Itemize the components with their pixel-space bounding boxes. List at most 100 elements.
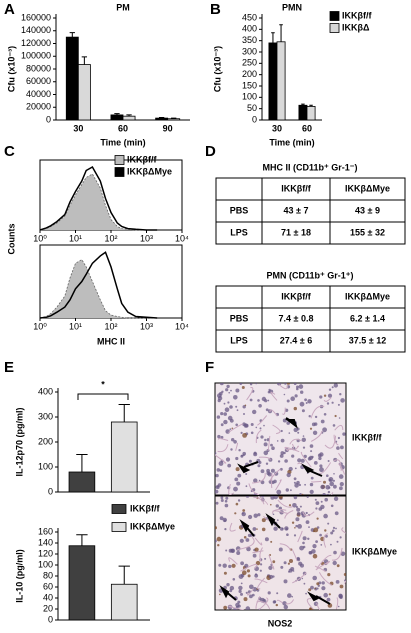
cell-nucleus — [228, 564, 232, 569]
y-axis-label: Counts — [6, 224, 16, 255]
cell-nucleus — [288, 432, 291, 434]
cell-nucleus — [324, 497, 329, 502]
cell-nucleus — [337, 403, 340, 406]
cell-nucleus — [287, 593, 292, 598]
tissue-strand — [286, 443, 294, 451]
legend-label: IKKβf/f — [342, 10, 372, 20]
cell-nucleus — [313, 527, 319, 533]
cell-nucleus — [219, 593, 221, 596]
cell-nucleus — [242, 422, 246, 427]
cell-nucleus — [308, 415, 311, 418]
cell-nucleus — [328, 478, 332, 482]
legend-swatch — [329, 11, 340, 21]
x-tick-label: 10³ — [140, 233, 153, 243]
cell-nucleus — [326, 474, 329, 478]
cell-nucleus — [224, 528, 227, 531]
cell-nucleus — [287, 562, 290, 565]
cell-nucleus — [330, 543, 332, 546]
cell-nucleus — [247, 574, 251, 578]
cell-nucleus — [333, 484, 337, 489]
cell-nucleus — [259, 427, 262, 430]
legend-label: IKKβΔMye — [127, 166, 172, 176]
tissue-strand — [246, 387, 254, 401]
tissue-strand — [252, 472, 266, 484]
tissue-strand — [255, 595, 261, 609]
cell-nucleus — [295, 517, 300, 522]
cell-nucleus — [339, 536, 342, 539]
bar — [167, 118, 181, 121]
table-header: IKKβf/f — [281, 183, 311, 193]
cell-nucleus — [311, 455, 314, 459]
cell-nucleus — [314, 422, 318, 426]
tissue-strand — [289, 438, 302, 445]
cell-nucleus — [255, 383, 257, 385]
y-axis-label: Cfu (x10⁻³) — [212, 46, 222, 92]
cell-nucleus — [338, 474, 344, 479]
cell-nucleus — [299, 493, 302, 495]
cell-nucleus — [280, 451, 285, 455]
tissue-strand — [291, 548, 298, 561]
bar — [110, 583, 138, 621]
tissue-strand — [247, 588, 255, 596]
cell-nucleus — [343, 573, 346, 576]
cell-nucleus — [340, 445, 344, 450]
cell-nucleus — [250, 423, 254, 426]
cell-nucleus — [261, 518, 266, 523]
cell-nucleus — [280, 565, 284, 569]
y-tick-label: 0 — [46, 114, 51, 124]
cell-nucleus — [316, 526, 320, 529]
cell-nucleus — [332, 479, 335, 482]
cell-nucleus — [268, 565, 273, 571]
x-axis-label: Time (min) — [100, 137, 145, 147]
tissue-strand — [229, 522, 236, 532]
cell-nucleus — [328, 388, 332, 391]
cell-nucleus — [235, 388, 240, 393]
error-bar — [158, 116, 165, 119]
x-tick-label: 10¹ — [69, 233, 82, 243]
cell-nucleus — [217, 483, 222, 487]
cell-nucleus — [229, 428, 232, 430]
cell-nucleus — [306, 496, 309, 498]
tissue-strand — [310, 430, 323, 442]
tissue-strand — [319, 462, 332, 474]
x-tick-label: 30 — [272, 123, 282, 133]
cell-nucleus — [290, 567, 295, 571]
cell-nucleus — [266, 468, 270, 473]
cell-nucleus — [308, 526, 310, 528]
cell-nucleus — [246, 546, 251, 552]
cell-nucleus — [219, 469, 223, 472]
cell-nucleus — [237, 499, 241, 502]
cell-nucleus — [286, 399, 290, 403]
table-cell: 71 ± 18 — [281, 227, 311, 237]
cell-nucleus — [267, 472, 272, 477]
cell-nucleus — [290, 396, 296, 402]
cell-nucleus — [240, 561, 245, 566]
cell-nucleus — [265, 462, 269, 465]
bar — [68, 545, 96, 621]
table-cell: PBS — [230, 313, 249, 323]
cell-nucleus — [312, 575, 318, 581]
cell-nucleus — [292, 503, 297, 508]
x-tick-label: 10⁰ — [33, 233, 47, 243]
cell-nucleus — [257, 513, 261, 517]
cell-nucleus — [315, 507, 318, 510]
histogram-area — [39, 173, 158, 231]
panel-label: C — [4, 143, 15, 160]
tissue-strand — [333, 434, 339, 446]
cell-nucleus — [283, 604, 288, 610]
cell-nucleus — [316, 587, 319, 590]
cell-nucleus — [242, 570, 247, 575]
legend-swatch — [329, 23, 340, 33]
cell-nucleus — [233, 486, 238, 492]
cell-nucleus — [317, 584, 320, 587]
cell-nucleus — [224, 503, 229, 508]
cell-nucleus — [242, 451, 246, 456]
cell-nucleus — [301, 437, 306, 442]
y-tick-label: 140000 — [21, 25, 51, 35]
tissue-strand — [255, 429, 262, 444]
cell-nucleus — [230, 448, 233, 451]
cell-nucleus — [229, 585, 235, 591]
legend-label: IKKβΔ — [342, 22, 370, 32]
cell-nucleus — [217, 396, 223, 401]
cell-nucleus — [339, 486, 343, 491]
